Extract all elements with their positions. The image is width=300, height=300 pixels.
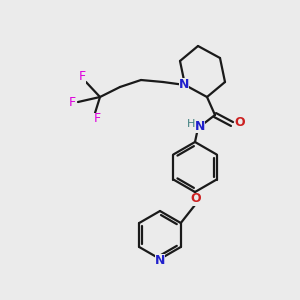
- Text: O: O: [235, 116, 245, 130]
- Text: O: O: [191, 193, 201, 206]
- Text: F: F: [68, 95, 76, 109]
- Text: F: F: [93, 112, 100, 125]
- Text: N: N: [195, 119, 205, 133]
- Text: N: N: [155, 254, 165, 266]
- Text: N: N: [179, 77, 189, 91]
- Text: F: F: [78, 70, 85, 83]
- Text: H: H: [187, 119, 195, 129]
